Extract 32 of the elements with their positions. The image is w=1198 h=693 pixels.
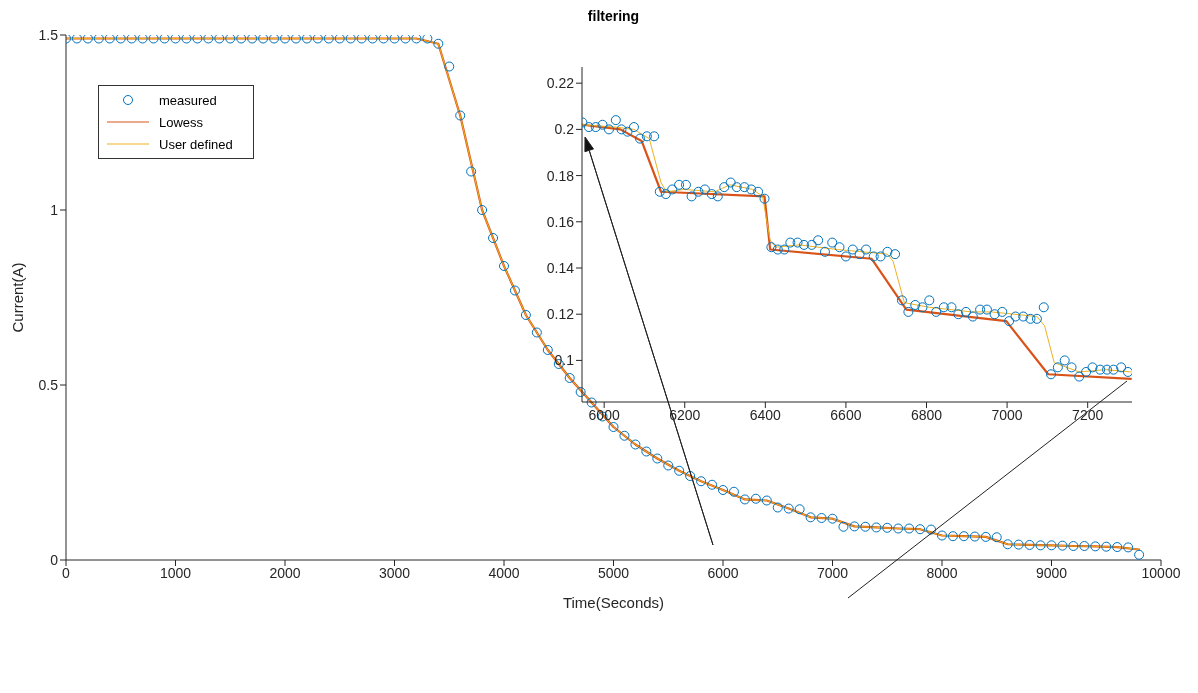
- x-tick-label: 0: [62, 564, 71, 581]
- y-tick-label: 1: [50, 201, 59, 218]
- x-tick-label: 4000: [488, 564, 520, 581]
- y-tick-label: 0.22: [546, 75, 575, 92]
- x-tick-label: 6400: [749, 406, 782, 423]
- y-axis-title: Current(A): [9, 262, 27, 333]
- x-tick-label: 7000: [991, 406, 1023, 423]
- legend-label: Lowess: [159, 114, 204, 130]
- x-tick-label: 7000: [816, 564, 849, 581]
- y-tick-label: 0.16: [546, 213, 575, 230]
- legend-label: measured: [159, 92, 217, 108]
- y-tick-label: 0.18: [546, 167, 575, 184]
- y-tick-label: 0.12: [546, 306, 575, 323]
- x-tick-label: 6800: [910, 406, 943, 423]
- chart-title: filtering: [586, 8, 641, 24]
- y-tick-label: 0.14: [546, 259, 575, 276]
- y-tick-label: 0.1: [554, 352, 575, 369]
- x-axis-title: Time(Seconds): [562, 594, 665, 611]
- x-tick-label: 6000: [707, 564, 739, 581]
- x-tick-label: 6600: [830, 406, 862, 423]
- x-tick-label: 3000: [378, 564, 411, 581]
- x-tick-label: 9000: [1035, 564, 1068, 581]
- x-tick-label: 10000: [1141, 564, 1181, 581]
- x-tick-label: 1000: [159, 564, 192, 581]
- y-tick-label: 1.5: [38, 26, 59, 43]
- y-tick-label: 0.5: [38, 376, 59, 393]
- x-tick-label: 5000: [597, 564, 630, 581]
- y-tick-label: 0: [50, 551, 59, 568]
- legend-label: User defined: [159, 136, 233, 152]
- x-tick-label: 8000: [926, 564, 958, 581]
- y-tick-label: 0.2: [554, 121, 575, 138]
- x-tick-label: 2000: [269, 564, 301, 581]
